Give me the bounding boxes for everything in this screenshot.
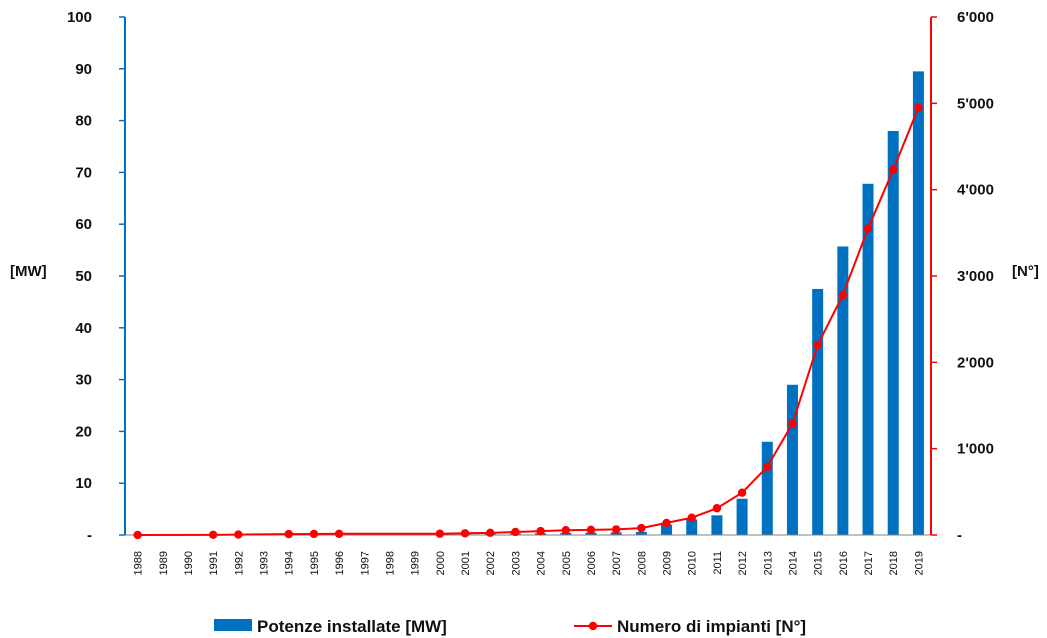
bar [761, 441, 773, 535]
x-tick-label: 2015 [813, 551, 825, 575]
line-point [687, 513, 696, 522]
bar [837, 246, 849, 535]
y-left-tick-label: 80 [75, 113, 92, 130]
line-series-numero-impianti [137, 107, 920, 536]
x-tick-label: 1991 [208, 551, 220, 575]
x-tick-label: 1996 [334, 551, 346, 575]
x-tick-label: 2014 [787, 551, 799, 575]
y-left-tick-label: - [87, 527, 92, 544]
x-tick-label: 2004 [536, 551, 548, 575]
y-left-tick-label: 10 [75, 475, 92, 492]
legend-swatch-marker [588, 621, 598, 631]
line-point [662, 518, 671, 528]
line-point [637, 523, 646, 533]
line-point [511, 527, 520, 537]
y-right-tick-label: 6'000 [957, 9, 994, 26]
x-tick-label: 1994 [284, 551, 296, 575]
x-tick-label: 1992 [233, 551, 245, 575]
y-right-tick-label: - [957, 527, 962, 544]
x-tick-label: 2011 [712, 551, 724, 575]
line-point [309, 529, 319, 539]
x-tick-label: 2007 [611, 551, 623, 575]
x-tick-label: 1993 [259, 551, 271, 575]
bar [686, 519, 698, 535]
x-tick-label: 2012 [737, 551, 749, 575]
y-left-tick-label: 40 [75, 320, 92, 337]
y-left-tick-label: 50 [75, 268, 92, 285]
line-point [813, 340, 822, 350]
y-left-tick-label: 90 [75, 61, 92, 78]
x-tick-label: 2000 [435, 551, 447, 575]
y-right-tick-label: 5'000 [957, 95, 994, 112]
line-point [486, 528, 495, 538]
line-point [611, 525, 621, 534]
x-tick-label: 2002 [485, 551, 497, 575]
line-point [334, 529, 344, 538]
x-tick-label: 2018 [888, 551, 900, 575]
bar [786, 384, 798, 535]
bar [610, 532, 622, 535]
line-point [460, 529, 470, 538]
y-right-tick-label: 4'000 [957, 182, 994, 199]
y-right-tick-label: 2'000 [957, 354, 994, 371]
bar [635, 531, 647, 535]
y-right-axis-title: [N°] [1012, 263, 1039, 280]
x-tick-label: 2016 [838, 551, 850, 575]
line-point [586, 525, 596, 535]
line-point [838, 290, 848, 300]
y-left-axis-title: [MW] [10, 263, 47, 280]
x-tick-label: 1997 [359, 551, 371, 575]
bar [736, 498, 748, 535]
bar [711, 515, 723, 535]
plot-area: - 10 20 30 40 50 60 70 80 90 100 - 1'000 2'000 3'000 4'… [10, 9, 1039, 636]
x-tick-label: 2001 [460, 551, 472, 575]
x-tick-label: 2010 [687, 551, 699, 575]
x-tick-label: 1998 [384, 551, 396, 575]
line-point [133, 530, 142, 540]
line-point [889, 165, 898, 175]
line-point [863, 224, 873, 233]
bar [862, 183, 874, 535]
y-left-tick-label: 70 [75, 164, 92, 181]
bar [812, 288, 824, 535]
line-point [284, 529, 293, 539]
line-point [737, 488, 747, 497]
x-tick-label: 2013 [762, 551, 774, 575]
line-point [712, 504, 722, 513]
legend-label-line: Numero di impianti [N°] [617, 617, 806, 636]
bar [912, 71, 924, 535]
x-tick-label: 1988 [133, 551, 145, 575]
bar [887, 130, 899, 535]
x-tick-label: 2006 [586, 551, 598, 575]
bar [661, 524, 673, 535]
legend-label-bar: Potenze installate [MW] [257, 617, 447, 636]
x-tick-label: 2008 [636, 551, 648, 575]
y-left-tick-label: 60 [75, 216, 92, 233]
line-point [536, 526, 545, 536]
line-point [914, 103, 923, 112]
x-tick-label: 2017 [863, 551, 875, 575]
y-left-tick-label: 100 [67, 9, 92, 26]
x-tick-label: 2009 [662, 551, 674, 575]
line-point [561, 526, 570, 535]
x-tick-label: 1999 [410, 551, 422, 575]
y-right-tick-label: 3'000 [957, 268, 994, 285]
x-tick-label: 2005 [561, 551, 573, 575]
line-point [435, 529, 445, 538]
x-tick-label: 2003 [510, 551, 522, 575]
x-tick-label: 1990 [183, 551, 195, 575]
y-left-tick-label: 20 [75, 423, 92, 440]
y-left-tick-label: 30 [75, 372, 92, 389]
y-right-tick-label: 1'000 [957, 441, 994, 458]
line-point [788, 419, 797, 428]
legend-swatch-bar [214, 619, 252, 631]
line-point [208, 530, 218, 540]
line-point [763, 462, 772, 471]
x-tick-label: 1989 [158, 551, 170, 575]
line-point [234, 530, 243, 539]
x-tick-label: 1995 [309, 551, 321, 575]
x-tick-label: 2019 [913, 551, 925, 575]
